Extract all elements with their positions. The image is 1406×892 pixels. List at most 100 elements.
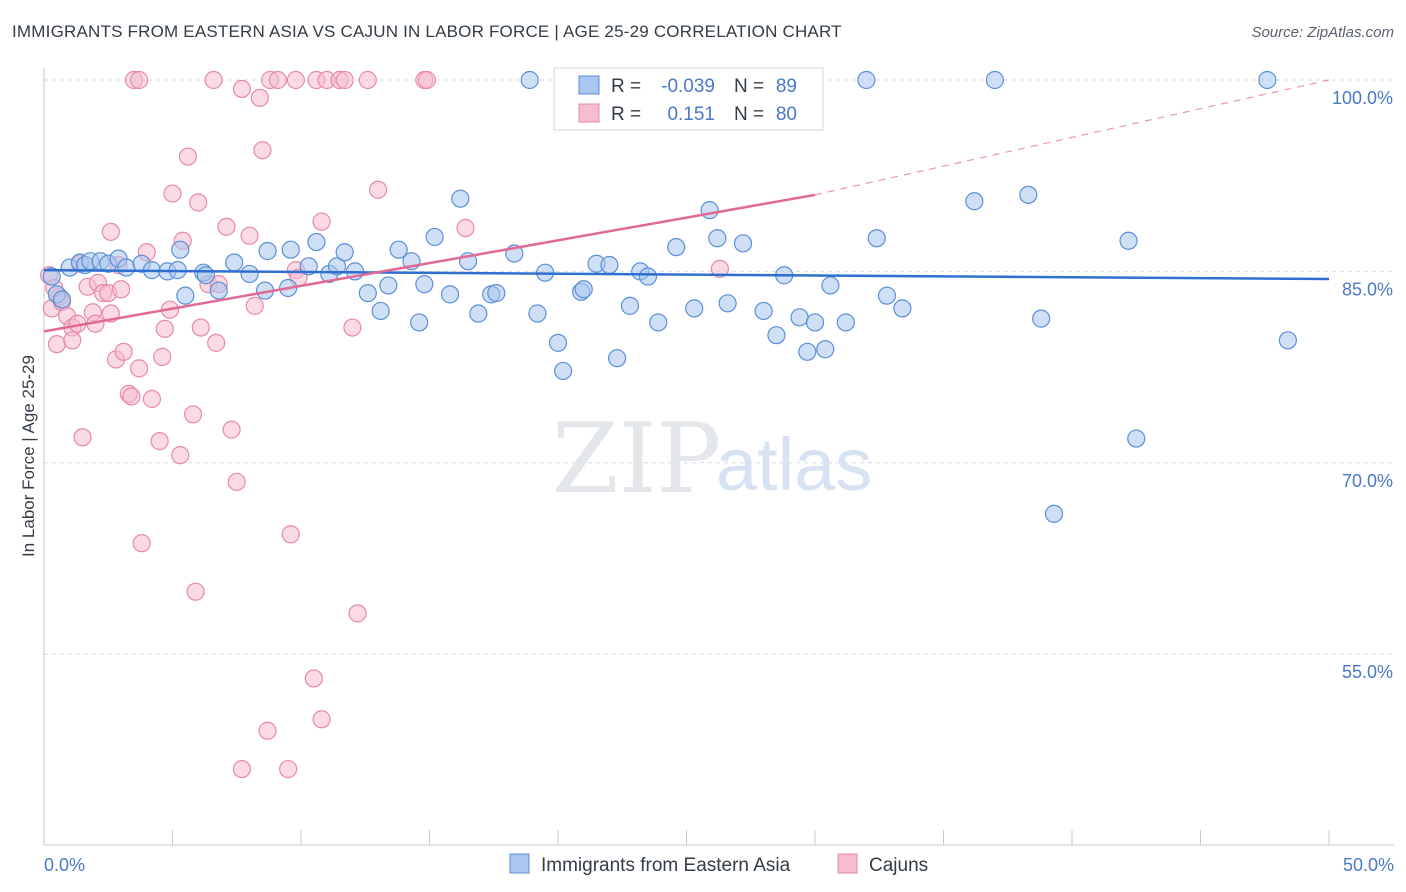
eastern-asia-point: [410, 313, 429, 332]
eastern-asia-point: [258, 241, 277, 261]
cajuns-point: [232, 759, 251, 779]
cajuns-point: [163, 184, 182, 203]
cajuns-point: [227, 472, 246, 492]
cajuns-point: [204, 70, 223, 90]
eastern-asia-point: [299, 257, 318, 276]
eastern-asia-point: [574, 280, 593, 299]
eastern-asia-point: [554, 361, 573, 381]
eastern-asia-point: [52, 290, 72, 309]
cajuns-point: [417, 70, 437, 90]
chart-title: IMMIGRANTS FROM EASTERN ASIA VS CAJUN IN…: [12, 22, 842, 41]
x-axis-ticks: [43, 830, 1330, 845]
stats-legend-pink-swatch: [578, 103, 600, 123]
eastern-asia-point: [451, 189, 470, 208]
eastern-asia-point: [1019, 185, 1038, 204]
eastern-asia-point: [790, 308, 809, 327]
eastern-asia-point: [487, 283, 506, 303]
eastern-asia-point: [171, 240, 190, 259]
cajuns-point: [281, 525, 300, 544]
eastern-asia-point: [176, 286, 195, 305]
eastern-asia-point: [805, 313, 825, 332]
cajuns-point: [101, 222, 120, 241]
eastern-asia-point: [700, 201, 719, 220]
eastern-asia-point: [1258, 70, 1277, 90]
y-tick-label: 70.0%: [1342, 471, 1393, 491]
cajuns-point: [250, 88, 269, 107]
eastern-asia-point: [754, 301, 773, 321]
y-tick-label: 85.0%: [1342, 279, 1393, 299]
stats-r-value-pink: 0.151: [667, 104, 715, 125]
cajuns-point: [240, 226, 259, 245]
eastern-asia-point: [335, 243, 354, 262]
eastern-asia-point: [371, 301, 390, 321]
cajuns-trendline: [43, 193, 816, 333]
cajuns-point: [171, 446, 190, 465]
eastern-asia-point: [867, 229, 886, 248]
eastern-asia-point: [608, 349, 627, 368]
cajuns-point: [63, 331, 82, 350]
y-tick-label: 100.0%: [1332, 88, 1393, 108]
eastern-asia-point: [733, 234, 753, 253]
eastern-asia-point: [425, 227, 444, 247]
eastern-asia-point: [209, 281, 228, 300]
eastern-asia-point: [985, 70, 1005, 90]
eastern-asia-point: [638, 267, 658, 286]
cajuns-point: [312, 710, 331, 729]
cajuns-point: [150, 432, 169, 451]
cajuns-point: [132, 534, 151, 553]
eastern-asia-point: [240, 264, 259, 284]
eastern-asia-point: [718, 294, 737, 313]
eastern-asia-point: [1044, 504, 1064, 523]
cajuns-point: [343, 318, 362, 337]
eastern-asia-point: [620, 296, 640, 315]
cajuns-point: [114, 342, 133, 361]
cajuns-point: [245, 296, 264, 315]
eastern-asia-point: [1119, 231, 1138, 250]
stats-n-label-blue: N =: [734, 76, 764, 97]
eastern-asia-point: [327, 257, 347, 276]
x-tick-label: 50.0%: [1343, 855, 1394, 875]
cajuns-point: [155, 319, 174, 338]
cajuns-point: [153, 347, 172, 366]
cajuns-point: [129, 359, 149, 378]
cajuns-point: [279, 759, 298, 779]
cajuns-point: [122, 387, 141, 406]
legend-label-cajuns: Cajuns: [869, 855, 928, 876]
eastern-asia-point: [379, 276, 398, 295]
watermark-atlas: atlas: [716, 423, 872, 506]
eastern-asia-point: [600, 255, 619, 275]
chart-source: Source: ZipAtlas.com: [1251, 24, 1394, 41]
stats-n-value-blue: 89: [776, 76, 797, 97]
cajuns-point: [348, 604, 367, 623]
stats-r-label-pink: R =: [611, 104, 641, 125]
eastern-asia-point: [798, 342, 817, 361]
cajuns-point: [111, 280, 131, 299]
eastern-asia-point: [877, 286, 897, 305]
legend-label-eastern-asia: Immigrants from Eastern Asia: [541, 855, 791, 876]
eastern-asia-point: [415, 275, 434, 294]
x-tick-labels: 0.0% 50.0%: [44, 855, 1394, 875]
cajuns-point: [178, 147, 198, 166]
eastern-asia-point: [821, 276, 840, 295]
y-tick-labels: 100.0% 85.0% 70.0% 55.0%: [1332, 88, 1393, 682]
legend-swatch-eastern-asia: [509, 853, 530, 874]
eastern-asia-point: [1278, 331, 1297, 350]
eastern-asia-point: [548, 333, 568, 352]
cajuns-point: [710, 259, 730, 278]
cajuns-point: [335, 70, 354, 90]
cajuns-point: [217, 217, 236, 236]
eastern-asia-point: [708, 229, 727, 248]
stats-n-label-pink: N =: [734, 104, 764, 125]
cajuns-point: [304, 669, 323, 688]
cajuns-point: [286, 70, 305, 90]
eastern-asia-point: [225, 253, 244, 272]
cajuns-trendline-extension: [814, 79, 1330, 196]
cajuns-point: [232, 79, 251, 99]
gridlines: [44, 79, 1394, 655]
eastern-asia-point: [767, 326, 786, 345]
cajuns-point: [456, 218, 475, 238]
cajuns-point: [369, 180, 388, 199]
cajuns-point: [268, 70, 287, 90]
eastern-asia-point: [649, 313, 668, 332]
